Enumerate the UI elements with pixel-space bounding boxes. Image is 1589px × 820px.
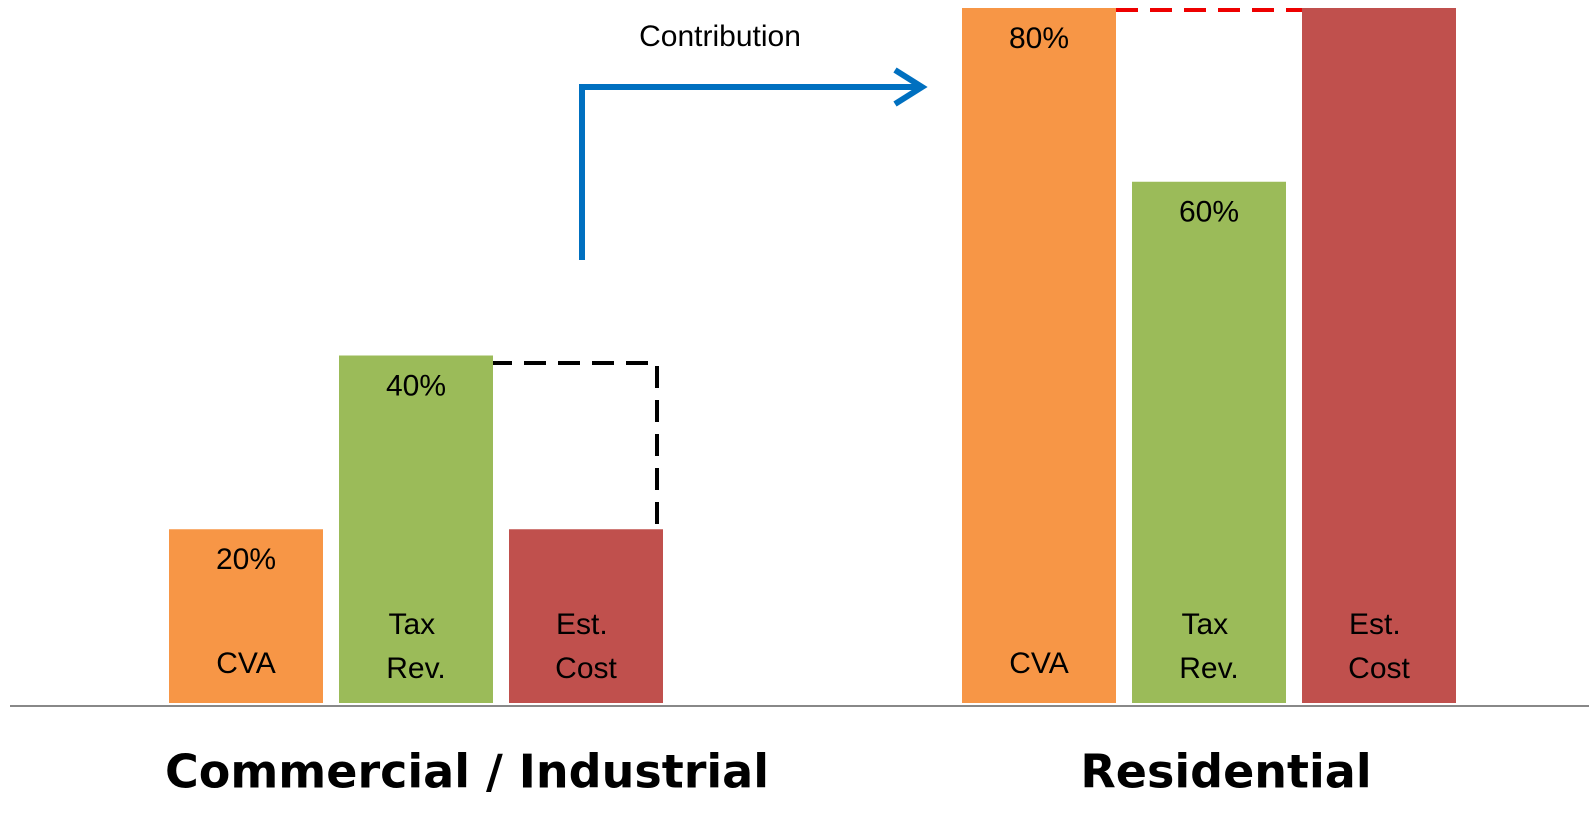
bar xyxy=(339,355,493,703)
arrow xyxy=(579,84,920,260)
dashed-outline xyxy=(490,361,659,530)
bar xyxy=(169,529,323,703)
value-label: 40% xyxy=(386,369,446,402)
group-label: Commercial / Industrial xyxy=(165,745,769,799)
series-label: Est. Cost xyxy=(555,608,617,685)
value-label: 80% xyxy=(1009,22,1069,55)
arrow-head xyxy=(893,67,928,107)
series-label: CVA xyxy=(1009,647,1068,680)
value-label: 60% xyxy=(1179,196,1239,229)
bar xyxy=(1132,181,1286,703)
series-label: Tax Rev. xyxy=(1179,608,1238,685)
series-label: Est. Cost xyxy=(1348,608,1410,685)
series-label: Tax Rev. xyxy=(386,608,445,685)
series-label: CVA xyxy=(216,647,275,680)
bar xyxy=(509,529,663,703)
bar xyxy=(1302,8,1456,703)
value-label: 20% xyxy=(216,543,276,576)
group-label: Residential xyxy=(1080,745,1371,799)
bar xyxy=(962,8,1116,703)
annotation: Contribution xyxy=(639,20,801,53)
